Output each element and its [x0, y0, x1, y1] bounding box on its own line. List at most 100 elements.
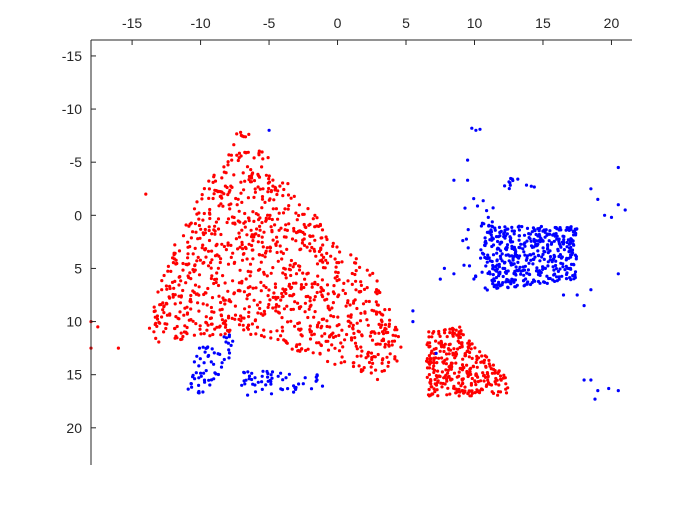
data-point: [462, 366, 466, 370]
data-point: [194, 371, 198, 375]
data-point: [192, 290, 196, 294]
data-point: [202, 211, 206, 216]
data-point: [281, 251, 285, 256]
data-point: [312, 298, 316, 302]
data-point: [571, 239, 575, 243]
data-point: [279, 298, 283, 302]
data-point: [391, 333, 395, 337]
data-point: [260, 165, 264, 169]
data-point: [526, 268, 531, 272]
data-point: [192, 360, 196, 364]
data-point: [320, 317, 324, 321]
data-point: [197, 364, 201, 368]
data-point: [188, 245, 192, 249]
data-point: [218, 308, 222, 312]
data-point: [216, 283, 221, 288]
data-point: [201, 243, 205, 247]
data-point: [243, 211, 247, 216]
data-point: [333, 362, 337, 366]
data-point: [289, 258, 293, 263]
data-point: [179, 279, 183, 283]
data-point: [445, 377, 449, 381]
data-point: [471, 365, 476, 369]
data-point: [562, 234, 566, 239]
data-point: [223, 320, 227, 324]
data-point: [165, 287, 169, 291]
data-point: [212, 228, 216, 232]
data-point: [435, 361, 439, 365]
data-point: [474, 360, 478, 365]
data-point: [227, 351, 232, 355]
data-point: [207, 378, 211, 382]
data-point: [177, 249, 182, 253]
data-point: [387, 340, 391, 344]
data-point: [369, 365, 373, 369]
data-point: [244, 378, 248, 382]
data-point: [291, 265, 295, 269]
data-point: [241, 252, 245, 256]
data-point: [270, 370, 275, 374]
data-point: [210, 347, 214, 351]
data-point: [514, 265, 518, 269]
data-point: [429, 385, 433, 389]
data-point: [165, 302, 169, 306]
data-point: [343, 291, 347, 296]
data-point: [245, 297, 249, 301]
data-point: [359, 289, 363, 294]
data-point: [432, 364, 436, 368]
data-point: [297, 382, 301, 386]
data-point: [540, 255, 544, 259]
data-point: [502, 373, 506, 377]
data-point: [338, 250, 342, 254]
data-point: [523, 264, 528, 268]
data-point: [269, 190, 273, 194]
data-point: [206, 323, 210, 327]
data-point: [333, 276, 337, 280]
data-point: [308, 296, 312, 300]
data-point: [319, 343, 323, 348]
data-point: [555, 234, 559, 238]
data-point: [452, 371, 457, 375]
data-point: [208, 216, 212, 221]
data-point: [189, 293, 193, 298]
data-point: [274, 207, 278, 211]
data-point: [290, 237, 295, 241]
data-point: [233, 317, 237, 321]
data-point: [287, 267, 291, 271]
data-point: [359, 345, 363, 349]
data-point: [247, 315, 251, 319]
data-point: [252, 298, 256, 302]
data-point: [205, 328, 209, 332]
data-point: [525, 254, 530, 258]
data-point: [411, 320, 415, 324]
data-point: [451, 330, 455, 334]
data-point: [191, 319, 195, 323]
data-point: [437, 332, 441, 336]
data-point: [281, 271, 285, 275]
data-point: [567, 226, 571, 230]
data-point: [538, 273, 542, 277]
data-point: [543, 280, 547, 284]
data-point: [197, 293, 201, 297]
data-point: [435, 388, 439, 392]
data-point: [425, 357, 429, 361]
data-point: [425, 359, 429, 363]
data-point: [475, 354, 479, 358]
data-point: [443, 331, 447, 335]
data-point: [546, 232, 550, 236]
data-point: [497, 383, 501, 387]
data-point: [546, 264, 550, 268]
data-point: [556, 249, 560, 253]
data-point: [246, 327, 250, 331]
data-point: [181, 334, 185, 339]
data-point: [609, 215, 614, 219]
data-point: [426, 393, 431, 397]
data-point: [214, 372, 218, 376]
data-point: [331, 301, 335, 305]
data-point: [196, 301, 200, 305]
data-point: [452, 272, 456, 276]
data-point: [265, 246, 269, 250]
data-point: [273, 223, 277, 227]
data-point: [369, 351, 374, 355]
data-point: [202, 187, 206, 191]
